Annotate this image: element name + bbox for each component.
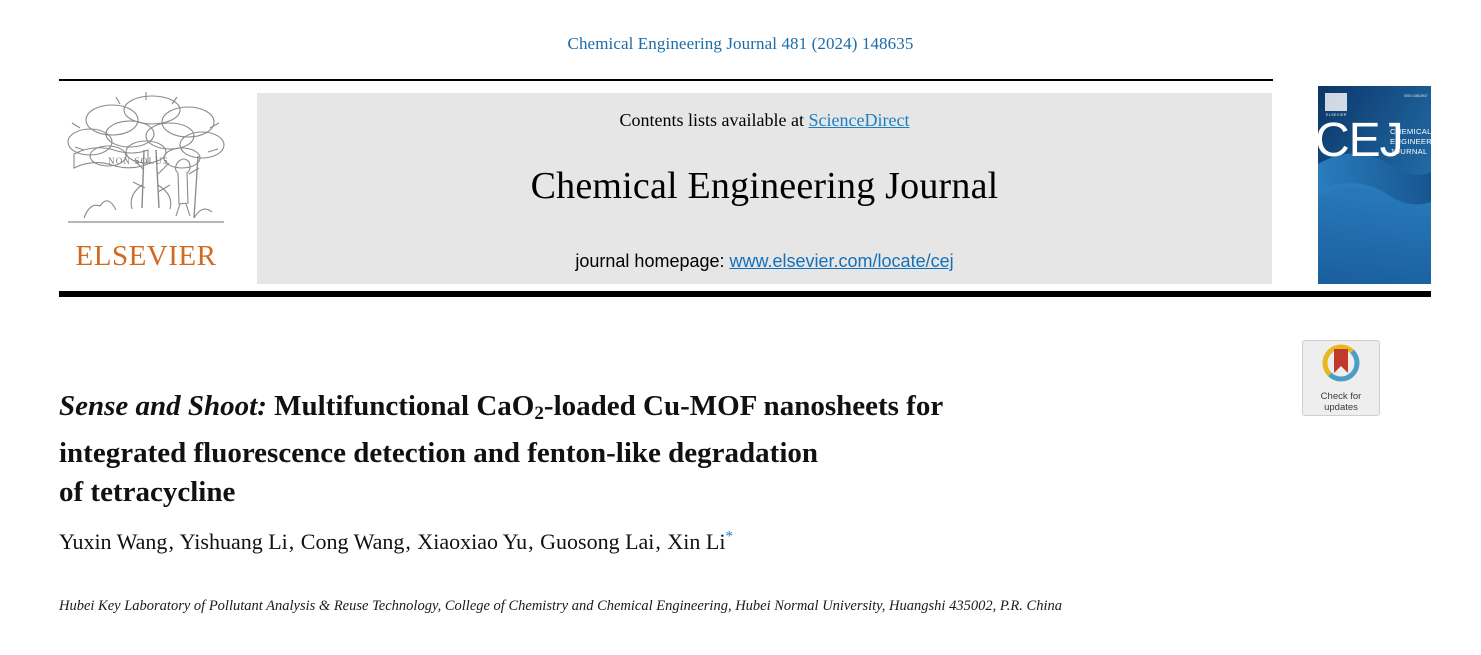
article-title-line-2: integrated fluorescence detection and fe… — [59, 436, 819, 469]
author-separator: , — [655, 529, 661, 554]
article-title-part-1a: Multifunctional CaO — [266, 390, 535, 423]
journal-banner: Contents lists available at ScienceDirec… — [257, 93, 1272, 284]
cover-acronym: CEJ — [1318, 114, 1403, 167]
cover-title-line2: ENGINEERING — [1390, 137, 1431, 146]
article-title-emphasis: Sense and Shoot: — [59, 390, 267, 423]
author-name[interactable]: Guosong Lai — [540, 529, 655, 554]
cover-title-line1: CHEMICAL — [1390, 127, 1431, 136]
journal-homepage-line: journal homepage: www.elsevier.com/locat… — [257, 251, 1272, 272]
corresponding-author-mark[interactable]: * — [725, 528, 733, 545]
author-name[interactable]: Xiaoxiao Yu — [417, 529, 528, 554]
elsevier-tree-icon: NON SOLUS — [67, 92, 225, 223]
header-rule-top — [59, 79, 1273, 81]
author-separator: , — [288, 529, 295, 554]
cover-issn: ISSN 1385-8947 — [1404, 94, 1428, 98]
author-separator: , — [168, 529, 174, 554]
crossmark-icon — [1322, 344, 1360, 382]
article-title-line-3: of tetracycline — [59, 475, 236, 508]
crossmark-label-line1: Check for — [1320, 391, 1362, 402]
article-title-part-1b: -loaded Cu-MOF nanosheets for — [543, 390, 944, 423]
running-head-citation: Chemical Engineering Journal 481 (2024) … — [567, 34, 914, 53]
author-separator: , — [528, 529, 534, 554]
cover-imprint: ELSEVIER — [1326, 113, 1347, 117]
journal-title: Chemical Engineering Journal — [530, 165, 999, 207]
author-separator: , — [405, 529, 411, 554]
contents-lists-prefix: Contents lists available at — [619, 110, 809, 130]
author-name[interactable]: Cong Wang — [300, 529, 405, 554]
author-list: Yuxin Wang, Yishuang Li, Cong Wang, Xiao… — [59, 529, 1159, 555]
crossmark-badge[interactable]: Check for updates — [1302, 340, 1380, 416]
author-name[interactable]: Xin Li — [667, 529, 726, 554]
journal-cover-thumbnail[interactable]: ELSEVIER ISSN 1385-8947 CEJ CHEMICAL ENG… — [1318, 86, 1431, 284]
author-name[interactable]: Yishuang Li — [179, 529, 288, 554]
contents-lists-line: Contents lists available at ScienceDirec… — [257, 110, 1272, 131]
journal-homepage-link[interactable]: www.elsevier.com/locate/cej — [729, 251, 954, 271]
crossmark-label: Check for updates — [1303, 391, 1379, 413]
homepage-prefix: journal homepage: — [575, 251, 730, 271]
elsevier-motto: NON SOLUS — [108, 156, 169, 166]
header-rule-bottom — [59, 291, 1431, 297]
crossmark-label-line2: updates — [1324, 402, 1358, 413]
author-name[interactable]: Yuxin Wang — [59, 529, 168, 554]
cej-cover-art: ELSEVIER ISSN 1385-8947 CEJ CHEMICAL ENG… — [1318, 86, 1431, 284]
author-affiliation: Hubei Key Laboratory of Pollutant Analys… — [59, 598, 1062, 614]
article-title-subscript: 2 — [534, 403, 544, 425]
elsevier-wordmark: ELSEVIER — [75, 240, 217, 272]
article-title: Sense and Shoot: Multifunctional CaO2-lo… — [59, 387, 1059, 511]
cover-title-line3: JOURNAL — [1390, 147, 1428, 156]
sciencedirect-link[interactable]: ScienceDirect — [808, 110, 910, 130]
elsevier-logo: NON SOLUS ELSEVIER — [60, 90, 232, 286]
